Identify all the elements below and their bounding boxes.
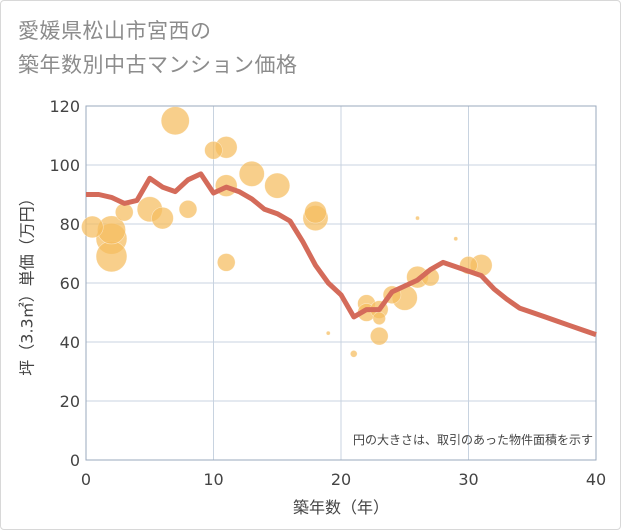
- y-tick-label: 80: [60, 215, 80, 234]
- x-tick-label: 10: [203, 470, 223, 489]
- data-bubble: [204, 141, 223, 160]
- y-tick-labels: 0 20 40 60 80 100 120: [49, 97, 80, 470]
- data-bubble: [304, 200, 327, 224]
- data-bubble: [217, 253, 236, 272]
- data-bubble: [325, 330, 331, 336]
- data-bubble: [453, 236, 459, 242]
- y-tick-label: 120: [49, 97, 80, 116]
- data-bubble: [178, 200, 198, 219]
- data-bubble: [151, 206, 174, 230]
- y-tick-label: 60: [60, 274, 80, 293]
- y-axis-title: 坪（3.3㎡）単価（万円）: [18, 190, 37, 375]
- data-bubble: [415, 215, 420, 221]
- chart-title-line2: 築年数別中古マンション価格: [18, 53, 298, 77]
- average-price-line: [86, 171, 597, 337]
- plot-area: [85, 105, 597, 461]
- data-bubble: [238, 160, 265, 187]
- bubble-layer: [81, 106, 493, 358]
- y-tick-label: 20: [60, 392, 80, 411]
- data-bubble: [349, 350, 358, 358]
- y-tick-label: 100: [49, 156, 80, 175]
- y-tick-label: 0: [70, 451, 80, 470]
- x-tick-label: 0: [81, 470, 91, 489]
- chart-title: 愛媛県松山市宮西の 築年数別中古マンション価格: [18, 14, 298, 82]
- size-note: 円の大きさは、取引のあった物件面積を示す: [353, 432, 593, 447]
- data-bubble: [264, 172, 291, 199]
- chart-title-line1: 愛媛県松山市宮西の: [18, 19, 212, 43]
- data-bubble: [372, 311, 386, 326]
- data-bubble: [81, 215, 104, 239]
- data-bubble: [370, 326, 389, 346]
- data-bubble: [115, 202, 134, 222]
- data-bubble: [160, 106, 190, 136]
- x-tick-label: 30: [458, 470, 478, 489]
- average-line-layer: [86, 171, 597, 337]
- x-tick-labels: 0 10 20 30 40: [81, 470, 606, 489]
- data-bubble: [95, 240, 128, 273]
- x-tick-label: 20: [331, 470, 351, 489]
- x-axis-title: 築年数（年）: [293, 498, 389, 517]
- grid-lines: [85, 105, 597, 461]
- y-tick-label: 40: [60, 333, 80, 352]
- x-tick-label: 40: [586, 470, 606, 489]
